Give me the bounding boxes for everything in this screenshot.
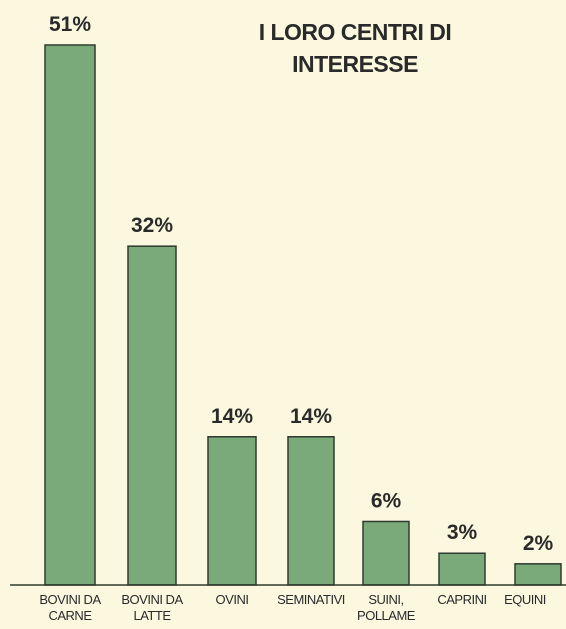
x-tick-label: BOVINI DA LATTE	[121, 592, 183, 623]
x-tick-label: OVINI	[215, 592, 249, 607]
x-tick-label: SEMINATIVI	[277, 592, 345, 607]
x-tick-label: SUINI, POLLAME	[357, 592, 415, 623]
value-label: 6%	[371, 489, 402, 512]
value-label: 51%	[49, 13, 91, 36]
bar	[438, 552, 486, 586]
value-label: 14%	[211, 405, 253, 428]
bar	[127, 245, 177, 586]
value-label: 2%	[523, 532, 554, 555]
value-label: 14%	[290, 405, 332, 428]
x-tick-label: EQUINI	[504, 592, 546, 607]
x-tick-label: CAPRINI	[437, 592, 487, 607]
bar	[44, 44, 96, 586]
value-label: 32%	[131, 214, 173, 237]
bar	[207, 436, 257, 586]
bar	[287, 436, 335, 586]
value-label: 3%	[447, 521, 478, 544]
chart-title: I LORO CENTRI DI INTERESSE	[258, 19, 452, 77]
bar	[362, 520, 410, 586]
bar	[514, 563, 562, 586]
x-tick-label: BOVINI DA CARNE	[39, 592, 101, 623]
